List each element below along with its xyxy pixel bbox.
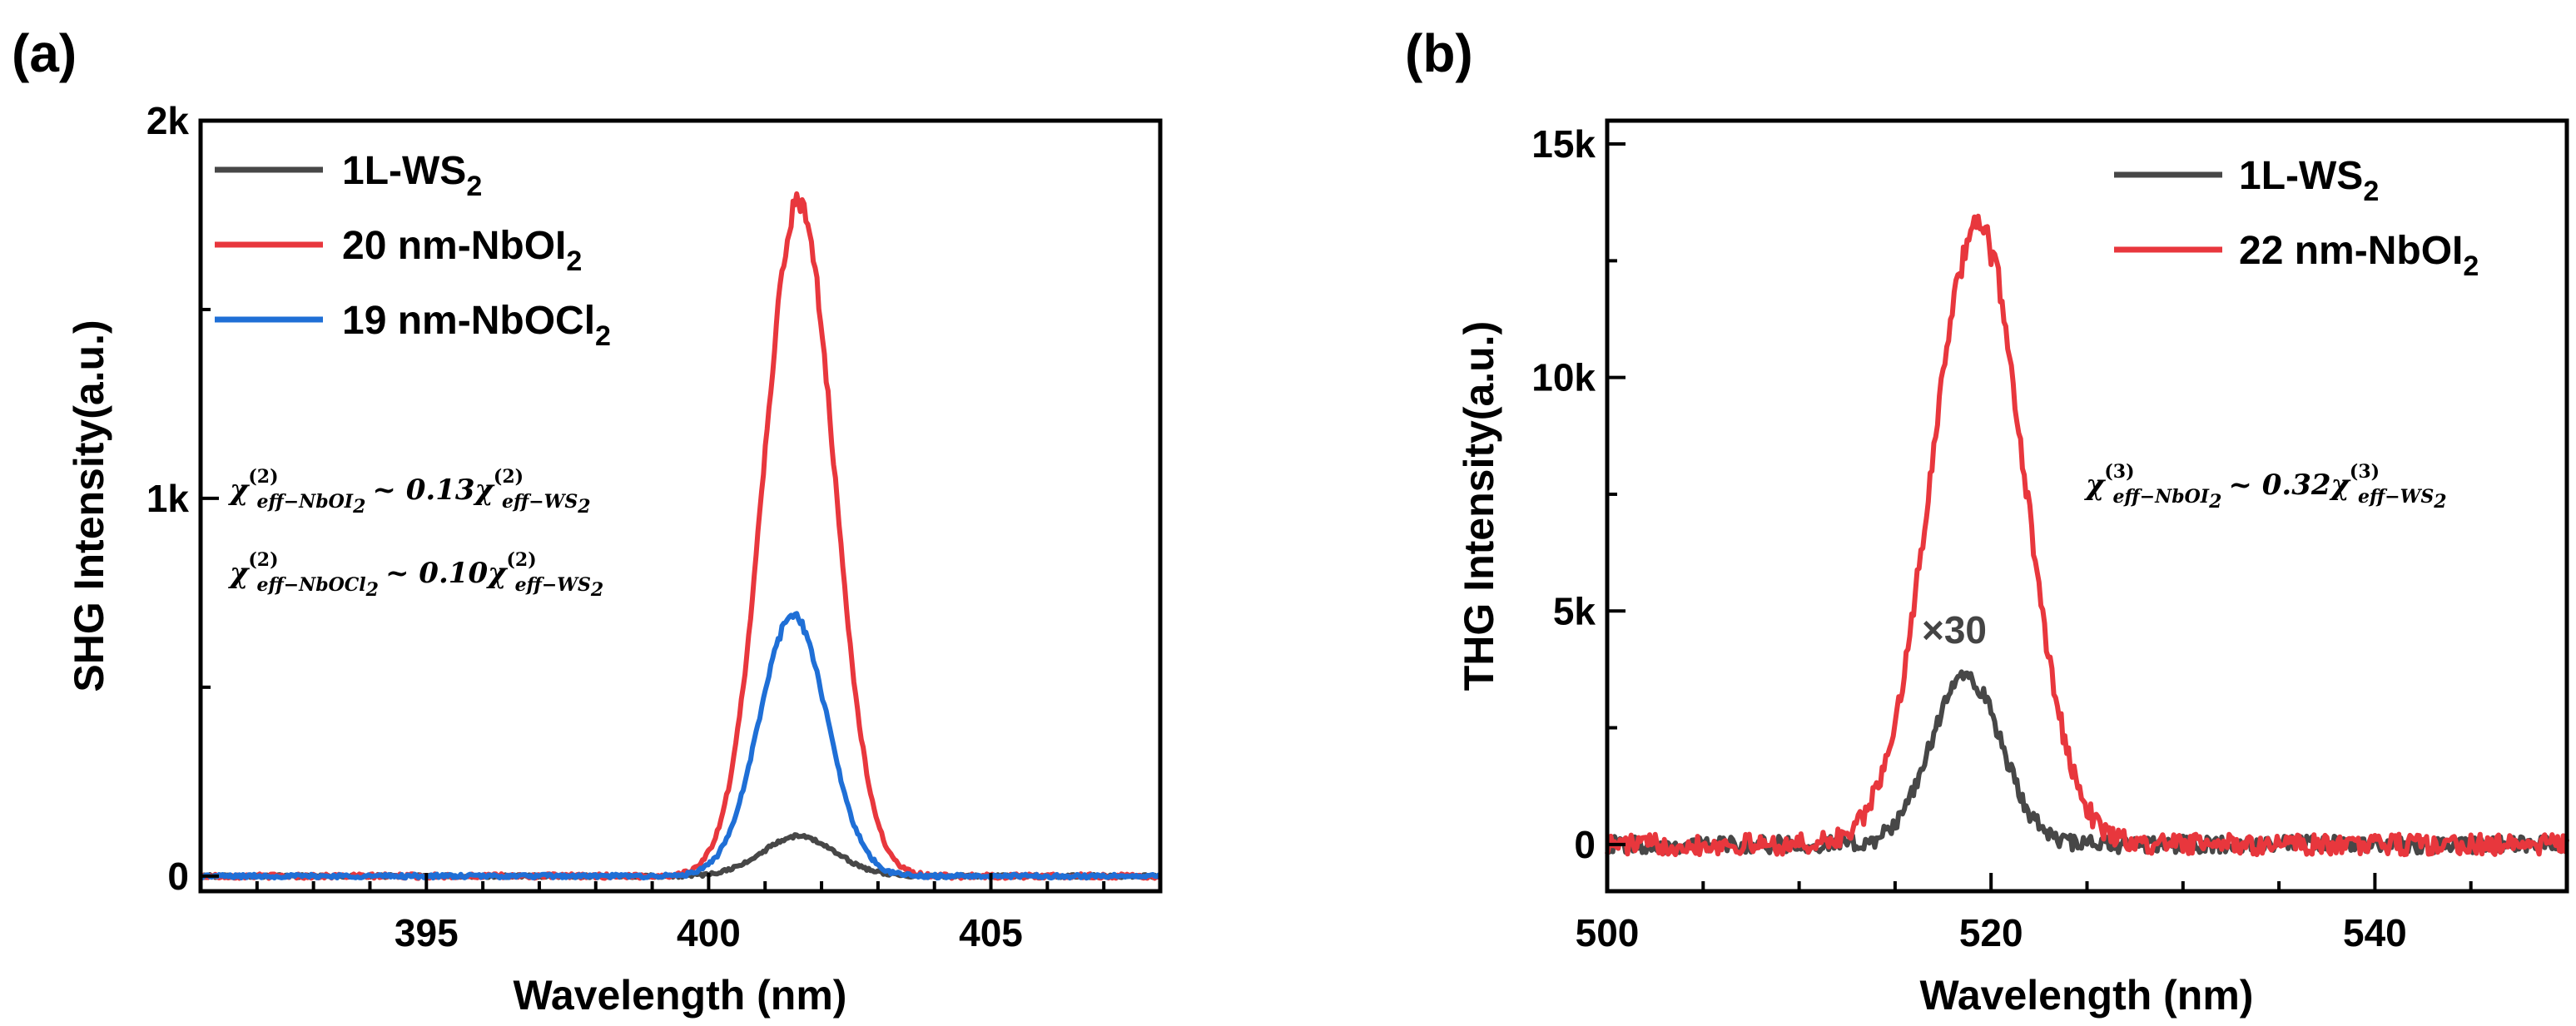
legend-label-b-1l-ws2: 1L-WS2 xyxy=(2239,154,2379,207)
panel-b-x-ticks: 500 520 540 xyxy=(1576,873,2569,954)
panel-a-formula-nbocl2: χ(2) eff−NbOCl2 ~ 0.10χ(2) eff−WS2 xyxy=(228,549,603,601)
panel-a: (a) 395 400 405 0 1k 2k Wavelength (nm) SHG … xyxy=(12,23,1163,1019)
panel-a-label: (a) xyxy=(12,23,77,83)
series-line-1l-ws2 xyxy=(1606,669,2569,855)
x-tick-label: 405 xyxy=(959,911,1023,954)
series-line-1l-ws2 xyxy=(199,832,1162,880)
panel-b-legend: 1L-WS2 22 nm-NbOI2 xyxy=(2114,154,2479,282)
panel-a-x-ticks: 395 400 405 xyxy=(199,873,1162,954)
x-tick-label: 395 xyxy=(395,911,459,954)
panel-a-legend: 1L-WS2 20 nm-NbOI2 19 nm-NbOCl2 xyxy=(215,149,611,352)
x-tick-label: 400 xyxy=(677,911,741,954)
panel-a-y-axis-title: SHG Intensity(a.u.) xyxy=(66,320,112,691)
y-tick-label: 10k xyxy=(1531,356,1596,399)
panel-b-formula-nboi2: χ(3) eff−NbOI2 ~ 0.32χ(3) eff−WS2 xyxy=(2084,461,2447,513)
panel-a-y-ticks: 0 1k 2k xyxy=(146,99,219,898)
legend-label-1l-ws2: 1L-WS2 xyxy=(342,149,482,202)
x-tick-label: 540 xyxy=(2343,911,2407,954)
y-tick-label: 2k xyxy=(146,99,190,142)
panel-b-y-axis-title: THG Intensity(a.u.) xyxy=(1456,321,1502,691)
panel-b-plot-area: 500 520 540 0 5k 10k 15k xyxy=(1531,118,2569,954)
y-tick-label: 0 xyxy=(1574,823,1596,866)
panel-a-formula-nboi2: χ(2) eff−NbOI2 ~ 0.13χ(2) eff−WS2 xyxy=(228,466,591,518)
y-tick-label: 0 xyxy=(167,855,189,898)
y-tick-label: 15k xyxy=(1531,122,1596,166)
y-tick-label: 1k xyxy=(146,477,190,520)
panel-a-plot-area: 395 400 405 0 1k 2k xyxy=(146,99,1163,954)
panel-a-x-axis-title: Wavelength (nm) xyxy=(514,972,847,1019)
legend-label-20nm-nboi2: 20 nm-NbOI2 xyxy=(342,224,582,277)
panel-b-series-lines xyxy=(1605,213,2569,858)
panel-a-frame xyxy=(198,118,1163,894)
panel-a-series-lines xyxy=(198,191,1163,881)
panel-b-scale-annotation: ×30 xyxy=(1922,608,1987,652)
series-line-22-nm-nboi2 xyxy=(1605,213,2569,858)
legend-label-19nm-nbocl2: 19 nm-NbOCl2 xyxy=(342,299,611,352)
series-line-19-nm-nbocl2 xyxy=(198,611,1162,881)
panel-b-x-axis-title: Wavelength (nm) xyxy=(1920,972,2254,1019)
x-tick-label: 500 xyxy=(1576,911,1640,954)
y-tick-label: 5k xyxy=(1553,589,1596,632)
panel-b-y-ticks: 0 5k 10k 15k xyxy=(1531,122,1626,866)
panel-b-label: (b) xyxy=(1405,23,1473,83)
x-tick-label: 520 xyxy=(1959,911,2023,954)
legend-label-22nm-nboi2: 22 nm-NbOI2 xyxy=(2239,229,2479,282)
series-line-20-nm-nboi2 xyxy=(200,191,1163,881)
